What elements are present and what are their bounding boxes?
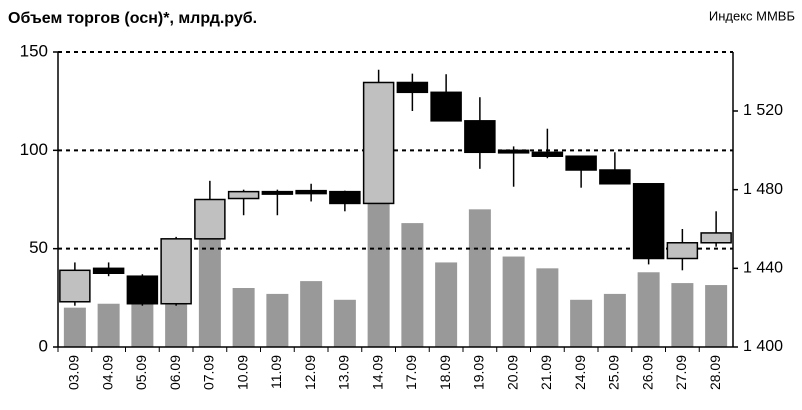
x-tick-label: 21.09	[538, 355, 554, 390]
bar	[266, 293, 289, 347]
x-tick-label: 24.09	[572, 355, 588, 390]
candle-body	[194, 198, 226, 240]
candle-body	[160, 238, 192, 305]
bar	[570, 299, 593, 347]
candle-body	[92, 267, 125, 275]
x-tick-label: 13.09	[336, 355, 352, 390]
bar	[165, 303, 188, 347]
x-tick-label: 18.09	[437, 355, 453, 390]
bar	[435, 262, 458, 347]
bar	[671, 283, 694, 347]
bar	[300, 281, 323, 347]
x-tick-label: 20.09	[504, 355, 520, 390]
x-tick-label: 11.09	[268, 355, 284, 389]
x-tick-label: 07.09	[201, 355, 217, 390]
y2-tick-label: 1 440	[743, 260, 783, 277]
candle-body	[497, 149, 530, 154]
y-tick-label: 50	[29, 238, 48, 257]
candle-body	[632, 183, 665, 260]
x-tick-label: 12.09	[302, 355, 318, 390]
x-tick-label: 06.09	[167, 355, 183, 390]
bar	[232, 288, 255, 347]
bar	[333, 299, 356, 347]
y-tick-label: 0	[39, 336, 48, 355]
x-tick-label: 26.09	[639, 355, 655, 390]
candle-body	[396, 81, 429, 94]
candle-body	[666, 242, 699, 260]
x-tick-label: 14.09	[369, 355, 385, 390]
x-tick-label: 03.09	[66, 355, 82, 390]
candle-body	[227, 190, 260, 200]
x-tick-label: 28.09	[707, 355, 723, 390]
candle-body	[430, 91, 462, 122]
bar	[603, 293, 626, 347]
x-tick-label: 19.09	[471, 355, 487, 390]
bar	[131, 303, 154, 347]
bar	[97, 303, 120, 347]
candle-body	[126, 275, 159, 305]
candle-body	[599, 169, 631, 185]
x-tick-label: 05.09	[133, 355, 149, 390]
x-tick-label: 04.09	[99, 355, 115, 390]
candle-body	[295, 189, 327, 195]
y2-tick-label: 1 520	[743, 102, 783, 119]
x-tick-label: 17.09	[403, 355, 419, 390]
y2-tick-label: 1 480	[743, 181, 783, 198]
y-tick-label: 150	[20, 41, 48, 60]
candle-body	[362, 81, 395, 205]
chart-title: Объем торгов (осн)*, млрд.руб.	[8, 10, 257, 27]
candle-body	[59, 269, 91, 303]
bar	[705, 285, 728, 347]
bar	[198, 236, 221, 347]
x-tick-label: 10.09	[234, 355, 250, 390]
candle-body	[329, 190, 361, 205]
bar	[468, 209, 491, 347]
y2-tick-label: 1 400	[743, 338, 783, 355]
bar	[367, 197, 390, 347]
x-tick-label: 25.09	[606, 355, 622, 390]
bar	[401, 223, 424, 347]
candle-body	[565, 155, 597, 171]
x-tick-label: 27.09	[673, 355, 689, 390]
candle-body	[531, 151, 564, 157]
candle-body	[261, 190, 294, 195]
candle-body	[464, 120, 496, 154]
bar	[536, 268, 559, 347]
bar	[637, 272, 660, 347]
bar	[502, 256, 525, 347]
bar	[63, 307, 86, 347]
y-tick-label: 100	[20, 140, 48, 159]
candle-body	[700, 232, 732, 244]
y2-axis-label: Индекс ММВБ	[709, 8, 795, 23]
